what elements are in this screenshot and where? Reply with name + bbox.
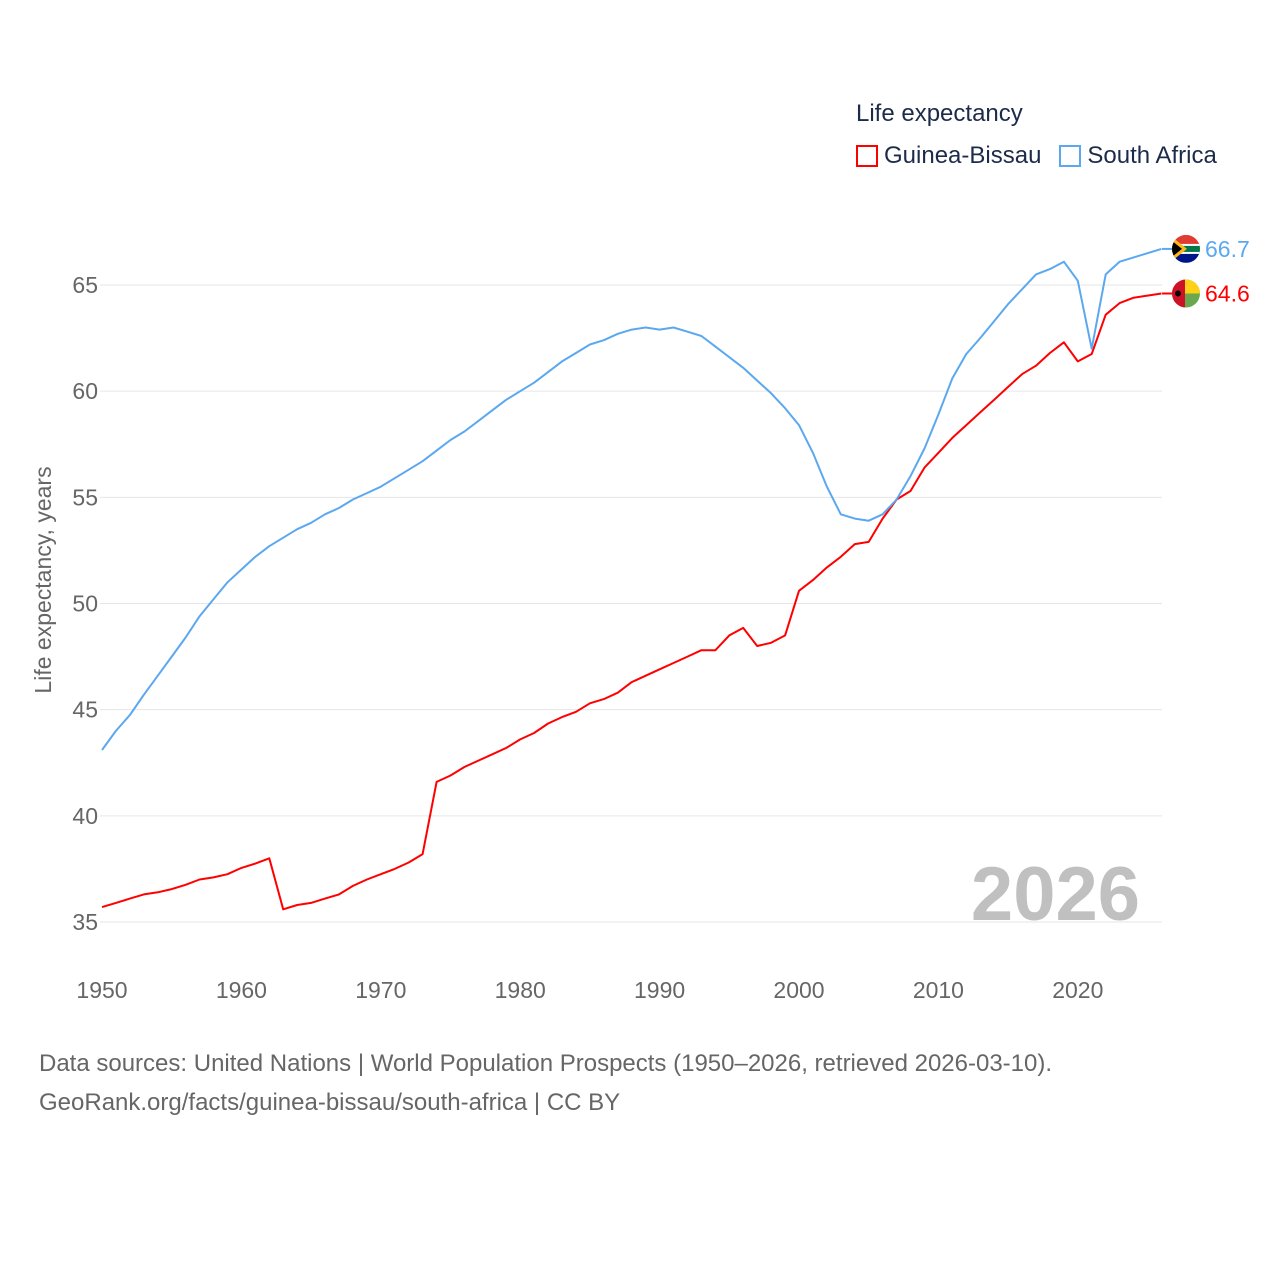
data-sources-text: Data sources: United Nations | World Pop… — [39, 1050, 1053, 1077]
gridlines — [100, 284, 1162, 923]
y-tick-label: 60 — [72, 378, 98, 404]
x-tick-label: 1970 — [355, 977, 406, 1003]
end-value-label: 64.6 — [1205, 281, 1250, 307]
south-africa-flag-icon — [1172, 234, 1200, 263]
x-tick-label: 2020 — [1052, 977, 1103, 1003]
legend: Guinea-Bissau South Africa — [856, 142, 1217, 170]
legend-item-south-africa[interactable]: South Africa — [1059, 142, 1217, 170]
y-tick-label: 40 — [72, 803, 98, 829]
x-tick-label: 1990 — [634, 977, 685, 1003]
x-tick-label: 1960 — [216, 977, 267, 1003]
legend-label: Guinea-Bissau — [884, 142, 1042, 169]
guinea-bissau-flag-icon — [1172, 279, 1200, 308]
x-tick-label: 1980 — [495, 977, 546, 1003]
x-tick-label: 2010 — [913, 977, 964, 1003]
source-link[interactable]: GeoRank.org/facts/guinea-bissau/south-af… — [39, 1089, 621, 1116]
y-tick-label: 50 — [72, 591, 98, 617]
x-tick-label: 1950 — [76, 977, 127, 1003]
y-tick-label: 55 — [72, 484, 98, 510]
x-axis: 1950 1960 1970 1980 1990 2000 2010 2020 — [76, 977, 1103, 1003]
footer: Data sources: United Nations | World Pop… — [39, 1044, 1052, 1122]
y-axis: 35 40 45 50 55 60 65 — [72, 272, 98, 935]
y-tick-label: 45 — [72, 697, 98, 723]
series-lines — [101, 247, 1162, 911]
year-watermark: 2026 — [971, 852, 1140, 937]
series-line-south-africa — [101, 247, 1162, 751]
legend-item-guinea-bissau[interactable]: Guinea-Bissau — [856, 142, 1041, 170]
end-labels: 64.6 66.7 — [1162, 234, 1250, 308]
legend-title: Life expectancy — [856, 100, 1023, 127]
y-axis-label: Life expectancy, years — [30, 466, 56, 693]
x-tick-label: 2000 — [773, 977, 824, 1003]
legend-label: South Africa — [1087, 142, 1217, 169]
legend-swatch — [1059, 145, 1082, 167]
end-value-label: 66.7 — [1205, 236, 1250, 262]
legend-swatch — [856, 145, 878, 167]
series-line-guinea-bissau — [101, 292, 1162, 911]
y-tick-label: 65 — [72, 272, 98, 298]
y-tick-label: 35 — [72, 909, 98, 935]
